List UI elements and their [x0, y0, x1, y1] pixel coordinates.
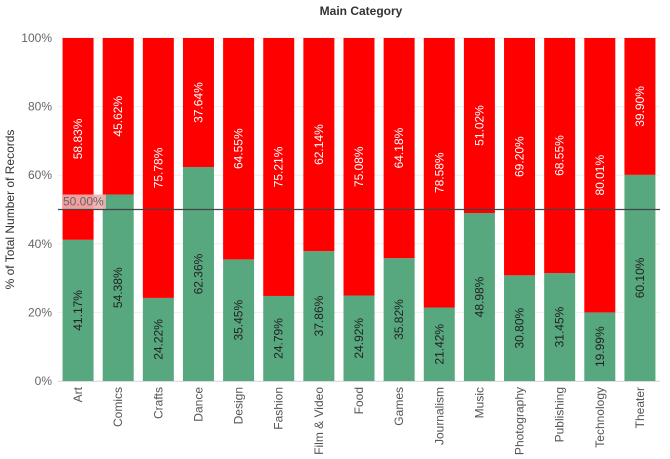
data-label-lower: 24.92%	[352, 318, 366, 359]
data-label-lower: 31.45%	[553, 306, 567, 347]
data-label-upper: 75.21%	[272, 146, 286, 187]
x-tick-label: Dance	[191, 387, 205, 422]
bar-segment-lower	[263, 295, 295, 381]
data-label-lower: 48.98%	[472, 276, 486, 317]
x-tick-label: Design	[232, 387, 246, 424]
data-label-upper: 80.01%	[593, 155, 607, 196]
x-tick-label: Food	[352, 387, 366, 414]
data-label-upper: 58.83%	[71, 118, 85, 159]
x-tick-label: Fashion	[272, 387, 286, 430]
data-label-upper: 51.02%	[472, 105, 486, 146]
bar-segment-lower	[62, 239, 94, 381]
data-label-lower: 41.17%	[71, 290, 85, 331]
x-tick-label: Comics	[111, 387, 125, 427]
bar-segment-upper	[383, 38, 415, 259]
x-tick-label: Crafts	[151, 387, 165, 419]
x-tick-label: Theater	[633, 387, 647, 428]
y-tick-label: 60%	[28, 168, 52, 182]
bar-segment-upper	[182, 38, 214, 168]
y-tick-label: 100%	[21, 31, 52, 45]
bar-segment-upper	[544, 38, 576, 274]
bar-segment-lower	[343, 295, 375, 381]
data-label-lower: 30.80%	[513, 308, 527, 349]
data-label-upper: 39.90%	[633, 86, 647, 127]
data-label-upper: 68.55%	[553, 135, 567, 176]
bar-segment-lower	[102, 194, 134, 381]
y-tick-label: 20%	[28, 305, 52, 319]
x-tick-label: Music	[472, 387, 486, 418]
data-label-upper: 37.64%	[191, 82, 205, 123]
x-tick-label: Technology	[593, 387, 607, 448]
bar-segment-lower	[223, 259, 255, 381]
bar-segment-upper	[303, 38, 335, 252]
reference-line-label: 50.00%	[63, 195, 104, 209]
bar-segment-lower	[463, 212, 495, 381]
y-axis-label: % of Total Number of Records	[3, 130, 17, 290]
data-label-upper: 75.08%	[352, 146, 366, 187]
x-tick-label: Art	[71, 386, 85, 402]
bar-segment-lower	[142, 297, 174, 381]
bar-segment-lower	[584, 312, 616, 381]
bar-segment-upper	[343, 38, 375, 296]
bar-segment-lower	[303, 251, 335, 381]
y-tick-label: 80%	[28, 100, 52, 114]
y-tick-label: 0%	[35, 374, 53, 388]
bar-segment-lower	[423, 307, 455, 381]
x-tick-label: Publishing	[553, 387, 567, 442]
reference-line-label-bg	[62, 194, 106, 210]
data-label-lower: 35.45%	[232, 300, 246, 341]
data-label-upper: 64.55%	[232, 128, 246, 169]
x-tick-label: Photography	[513, 387, 527, 455]
bar-segment-upper	[463, 38, 495, 213]
bar-segment-lower	[383, 258, 415, 381]
data-label-lower: 62.36%	[191, 253, 205, 294]
x-tick-label: Film & Video	[312, 387, 326, 455]
bar-segment-upper	[584, 38, 616, 313]
data-label-lower: 35.82%	[392, 299, 406, 340]
data-label-lower: 24.22%	[151, 319, 165, 360]
bar-segment-upper	[263, 38, 295, 296]
data-label-lower: 24.79%	[272, 318, 286, 359]
bar-segment-upper	[624, 38, 656, 175]
bar-segment-upper	[102, 38, 134, 195]
data-label-upper: 62.14%	[312, 124, 326, 165]
data-label-upper: 64.18%	[392, 127, 406, 168]
data-label-lower: 54.38%	[111, 267, 125, 308]
data-label-lower: 19.99%	[593, 326, 607, 367]
data-label-lower: 37.86%	[312, 295, 326, 336]
data-label-lower: 60.10%	[633, 257, 647, 298]
y-tick-label: 40%	[28, 237, 52, 251]
bar-segment-upper	[142, 38, 174, 298]
data-label-upper: 78.58%	[432, 152, 446, 193]
bar-segment-upper	[504, 38, 536, 276]
x-tick-label: Journalism	[432, 387, 446, 445]
x-tick-label: Games	[392, 387, 406, 426]
bar-segment-upper	[423, 38, 455, 308]
bar-segment-lower	[182, 167, 214, 381]
data-label-lower: 21.42%	[432, 324, 446, 365]
bar-segment-lower	[544, 273, 576, 381]
data-label-upper: 45.62%	[111, 96, 125, 137]
data-label-upper: 69.20%	[513, 136, 527, 177]
data-label-upper: 75.78%	[151, 147, 165, 188]
bar-segment-lower	[504, 275, 536, 381]
bar-segment-upper	[223, 38, 255, 260]
chart-title: Main Category	[319, 4, 403, 18]
